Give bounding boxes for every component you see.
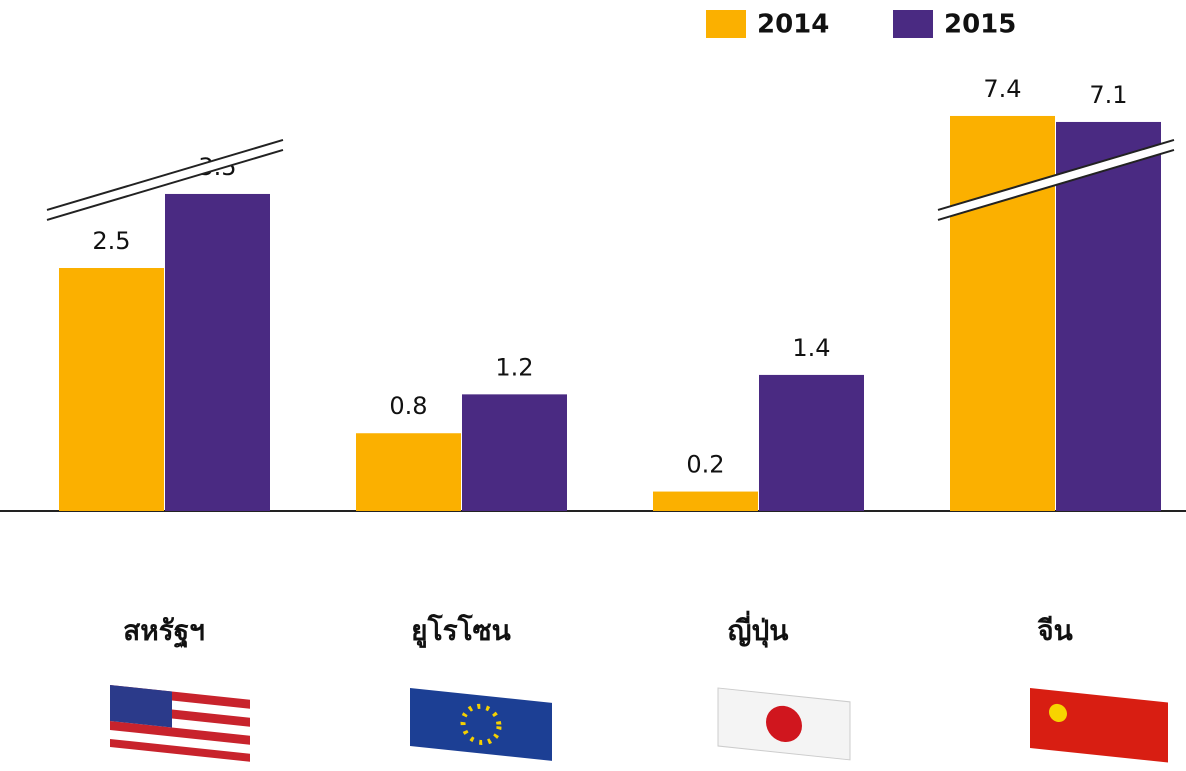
legend-label: 2015 <box>944 10 1016 40</box>
bar <box>59 268 164 511</box>
flag-us <box>110 685 250 762</box>
value-label: 7.4 <box>983 75 1021 103</box>
legend-label: 2014 <box>757 10 829 40</box>
flag-eu <box>410 688 552 761</box>
bar <box>462 394 567 511</box>
category-label: สหรัฐฯ <box>123 614 205 649</box>
flags <box>110 685 1168 763</box>
flag-jp <box>717 687 851 761</box>
value-label: 0.8 <box>389 392 427 420</box>
axis-break-line <box>937 139 1175 211</box>
flag-cn <box>1030 688 1168 763</box>
bar <box>1056 121 1161 512</box>
category-label: ญี่ปุ่น <box>728 610 789 648</box>
bar <box>165 193 270 511</box>
category-label: จีน <box>1037 614 1073 647</box>
bar <box>356 433 461 511</box>
bar <box>759 374 864 511</box>
value-label: 1.4 <box>792 334 830 362</box>
axis-break-line <box>46 149 284 221</box>
bar <box>653 491 758 511</box>
category-label: ยูโรโซน <box>411 613 511 648</box>
value-label: 2.5 <box>92 227 130 255</box>
legend-swatch <box>893 10 933 38</box>
value-label: 7.1 <box>1089 81 1127 109</box>
value-label: 1.2 <box>495 353 533 381</box>
axis-break <box>938 139 1174 220</box>
legend-swatch <box>706 10 746 38</box>
axis-break-line <box>46 139 284 211</box>
axis-break <box>47 139 283 220</box>
bar <box>950 115 1055 512</box>
value-label: 0.2 <box>686 451 724 479</box>
axis-break-line <box>937 149 1175 221</box>
